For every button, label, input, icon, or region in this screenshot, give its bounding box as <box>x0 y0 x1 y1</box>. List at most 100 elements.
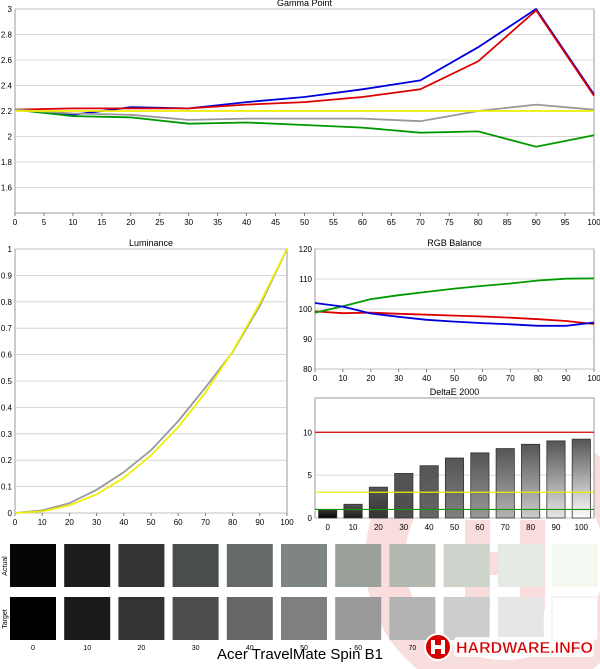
swatch-label-60: 60 <box>354 645 362 652</box>
deltae-bar-100 <box>571 438 591 519</box>
chart-title-3: DeltaE 2000 <box>430 387 480 397</box>
actual-swatch-60 <box>335 544 382 587</box>
y-tick-label: 0.1 <box>1 483 13 492</box>
swatch-label-10: 10 <box>83 645 91 652</box>
x-tick-label: 80 <box>526 523 535 532</box>
target-swatch-20 <box>118 597 165 640</box>
target-swatch-40 <box>226 597 273 640</box>
series-line-3 <box>14 103 595 123</box>
y-tick-label: 0.8 <box>1 298 13 307</box>
deltae-bar-90 <box>546 440 566 519</box>
deltae-bar-60 <box>470 452 490 519</box>
target-swatch-70 <box>389 597 436 640</box>
y-tick-label: 10 <box>303 428 312 437</box>
y-tick-label: 0.4 <box>1 403 13 412</box>
x-tick-label: 10 <box>349 523 358 532</box>
swatch-label-0: 0 <box>31 645 35 652</box>
actual-swatch-70 <box>389 544 436 587</box>
x-tick-label: 10 <box>68 218 77 227</box>
x-tick-label: 15 <box>97 218 106 227</box>
actual-swatch-90 <box>497 544 544 587</box>
x-tick-label: 50 <box>147 518 156 527</box>
deltae-bar-20 <box>368 486 388 519</box>
y-tick-label: 0.7 <box>1 324 13 333</box>
y-tick-label: 0.2 <box>1 456 13 465</box>
series-line-1 <box>14 8 595 111</box>
x-tick-label: 30 <box>92 518 101 527</box>
target-swatch-0 <box>10 597 56 640</box>
x-tick-label: 95 <box>561 218 570 227</box>
swatch-label-50: 50 <box>300 645 308 652</box>
x-tick-label: 50 <box>300 218 309 227</box>
actual-swatch-40 <box>226 544 273 587</box>
x-tick-label: 100 <box>587 374 600 383</box>
x-tick-label: 100 <box>587 218 600 227</box>
target-swatch-10 <box>64 597 111 640</box>
series-line-1 <box>314 277 595 314</box>
y-tick-label: 120 <box>299 245 313 254</box>
x-tick-label: 70 <box>416 218 425 227</box>
x-tick-label: 90 <box>562 374 571 383</box>
x-tick-label: 30 <box>184 218 193 227</box>
x-tick-label: 80 <box>534 374 543 383</box>
x-tick-label: 50 <box>450 523 459 532</box>
chart-title-2: RGB Balance <box>427 238 482 248</box>
x-tick-label: 30 <box>399 523 408 532</box>
x-tick-label: 20 <box>65 518 74 527</box>
x-tick-label: 20 <box>374 523 383 532</box>
x-tick-label: 10 <box>338 374 347 383</box>
x-tick-label: 40 <box>119 518 128 527</box>
y-tick-label: 110 <box>299 275 312 284</box>
actual-swatch-50 <box>281 544 327 587</box>
target-swatch-100 <box>551 596 599 641</box>
series-line-1 <box>14 248 288 514</box>
y-tick-label: 80 <box>303 365 312 374</box>
actual-row-label: Actual <box>2 556 9 576</box>
y-tick-label: 3 <box>8 5 13 14</box>
x-tick-label: 0 <box>13 218 18 227</box>
x-tick-label: 0 <box>13 518 18 527</box>
y-tick-label: 0.9 <box>1 271 13 280</box>
deltae-bar-0 <box>318 509 338 519</box>
x-tick-label: 30 <box>394 374 403 383</box>
target-swatch-50 <box>281 597 327 640</box>
x-tick-label: 90 <box>552 523 561 532</box>
deltae-bar-50 <box>444 457 465 519</box>
x-tick-label: 90 <box>255 518 264 527</box>
swatch-label-70: 70 <box>409 645 417 652</box>
deltae-bar-70 <box>495 448 515 519</box>
x-tick-label: 60 <box>174 518 183 527</box>
series-line-2 <box>14 108 595 148</box>
x-tick-label: 60 <box>358 218 367 227</box>
x-tick-label: 100 <box>280 518 294 527</box>
x-tick-label: 40 <box>425 523 434 532</box>
actual-swatch-30 <box>172 544 219 587</box>
deltae-bar-10 <box>343 503 363 519</box>
logo-icon: HARDWARE.INFO <box>424 633 594 661</box>
x-tick-label: 10 <box>38 518 47 527</box>
x-tick-label: 75 <box>445 218 454 227</box>
x-tick-label: 70 <box>501 523 510 532</box>
series-line-2 <box>314 302 595 327</box>
x-tick-label: 100 <box>575 523 589 532</box>
x-tick-label: 40 <box>422 374 431 383</box>
x-tick-label: 80 <box>474 218 483 227</box>
x-tick-label: 70 <box>506 374 515 383</box>
x-tick-label: 60 <box>478 374 487 383</box>
actual-swatch-0 <box>10 544 56 587</box>
y-tick-label: 0.3 <box>1 430 13 439</box>
deltae-bar-30 <box>394 473 414 519</box>
hardware-info-logo: HARDWARE.INFO <box>424 631 596 663</box>
logo-text: HARDWARE.INFO <box>456 640 593 657</box>
x-tick-label: 65 <box>387 218 396 227</box>
series-line-0 <box>14 7 595 116</box>
x-tick-label: 70 <box>201 518 210 527</box>
y-tick-label: 2.8 <box>1 31 13 40</box>
y-tick-label: 2.4 <box>1 82 13 91</box>
x-tick-label: 0 <box>325 523 330 532</box>
y-tick-label: 1 <box>8 245 13 254</box>
chart-title-0: Gamma Point <box>277 0 333 8</box>
y-tick-label: 0 <box>8 509 13 518</box>
y-tick-label: 0 <box>308 514 313 523</box>
y-tick-label: 1.8 <box>1 158 13 167</box>
